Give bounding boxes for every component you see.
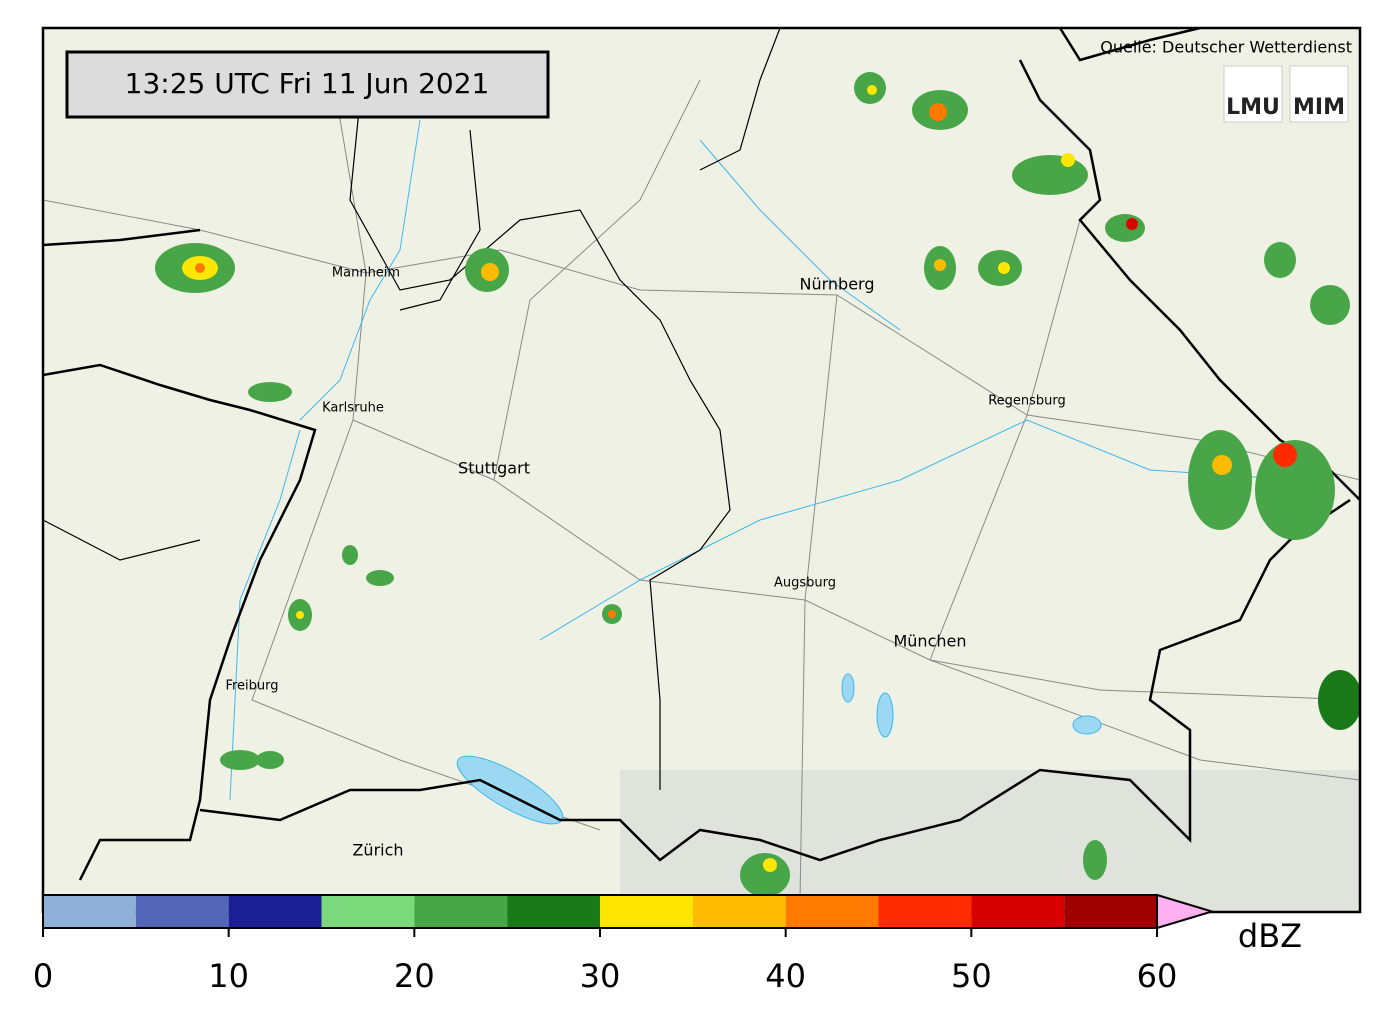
city-label: Freiburg <box>225 679 278 694</box>
city-label: Stuttgart <box>458 459 530 478</box>
city-label: Regensburg <box>988 394 1066 409</box>
colorbar-segment <box>600 895 693 928</box>
city-labels: Mannheim Nürnberg Karlsruhe Regensburg S… <box>225 266 1065 860</box>
colorbar-segment <box>785 895 879 928</box>
logo <box>1289 65 1349 123</box>
city-label: Zürich <box>352 841 403 860</box>
city-label: Mannheim <box>332 266 400 281</box>
city-label: Karlsruhe <box>322 401 384 416</box>
colorbar-tick-label: 30 <box>580 957 621 995</box>
colorbar-segment <box>692 895 786 928</box>
colorbar-segment <box>507 895 600 928</box>
colorbar-segment <box>135 895 229 928</box>
alps-relief <box>620 770 1360 912</box>
city-label: Nürnberg <box>800 275 875 294</box>
colorbar-segment <box>971 895 1065 928</box>
timestamp: 13:25 UTC Fri 11 Jun 2021 <box>125 67 490 100</box>
colorbar-segment <box>228 895 322 928</box>
colorbar-tick-label: 50 <box>951 957 992 995</box>
colorbar-segment <box>878 895 972 928</box>
colorbar-tick-label: 0 <box>33 957 53 995</box>
logo-text: LMU <box>1226 95 1280 120</box>
logo <box>1223 65 1283 123</box>
colorbar: 0 10 20 30 40 50 60 dBZ <box>33 893 1302 995</box>
radar-echoes <box>155 72 1360 897</box>
logo-text: MIM <box>1293 95 1345 120</box>
colorbar-tick-label: 20 <box>394 957 435 995</box>
colorbar-tick-label: 40 <box>765 957 806 995</box>
colorbar-label: dBZ <box>1238 917 1302 955</box>
colorbar-segment <box>43 895 136 928</box>
colorbar-segment <box>414 895 508 928</box>
city-label: München <box>893 632 966 651</box>
colorbar-tick-label: 60 <box>1137 957 1178 995</box>
rivers <box>229 119 1301 825</box>
borders <box>43 28 1360 881</box>
colorbar-segment <box>1064 895 1157 928</box>
source: Quelle: Deutscher Wetterdienst <box>1100 38 1352 57</box>
colorbar-tick-label: 10 <box>208 957 249 995</box>
colorbar-segment <box>321 895 415 928</box>
city-label: Augsburg <box>774 576 836 591</box>
map: Mannheim Nürnberg Karlsruhe Regensburg S… <box>43 28 1360 912</box>
roads <box>43 59 1360 901</box>
timestamp-box <box>65 50 550 119</box>
